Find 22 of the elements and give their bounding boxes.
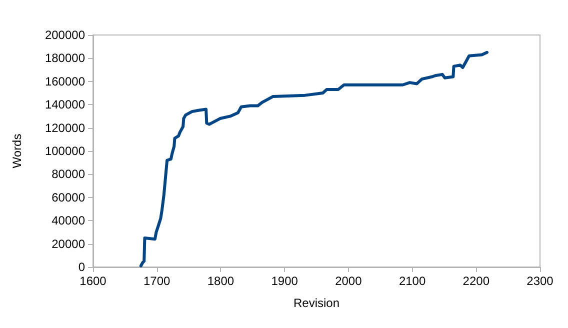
y-tick-label: 80000	[52, 167, 86, 182]
y-tick-label: 0	[78, 260, 86, 274]
x-tick-label: 1900	[271, 274, 298, 288]
x-tick-label: 1800	[207, 274, 234, 288]
y-tick-label: 40000	[52, 214, 86, 228]
y-tick-label: 180000	[44, 51, 86, 66]
y-tick-label: 160000	[44, 74, 86, 88]
x-tick-label: 2000	[335, 274, 362, 288]
y-tick-label: 60000	[52, 190, 86, 204]
x-tick-label: 2200	[462, 274, 490, 288]
y-axis-title: Words	[10, 134, 24, 168]
x-axis-title: Revision	[293, 296, 340, 310]
y-tick-label: 20000	[52, 236, 86, 251]
x-tick-label: 1700	[144, 274, 171, 288]
x-tick-label: 2100	[398, 274, 426, 288]
line-series	[139, 50, 488, 268]
y-tick-label: 120000	[44, 120, 86, 135]
y-tick-label: 100000	[44, 144, 86, 158]
x-tick-label: 2300	[526, 274, 554, 288]
x-tick-label: 1600	[80, 274, 107, 288]
y-tick-label: 200000	[44, 28, 86, 42]
y-tick-label: 140000	[44, 98, 86, 112]
